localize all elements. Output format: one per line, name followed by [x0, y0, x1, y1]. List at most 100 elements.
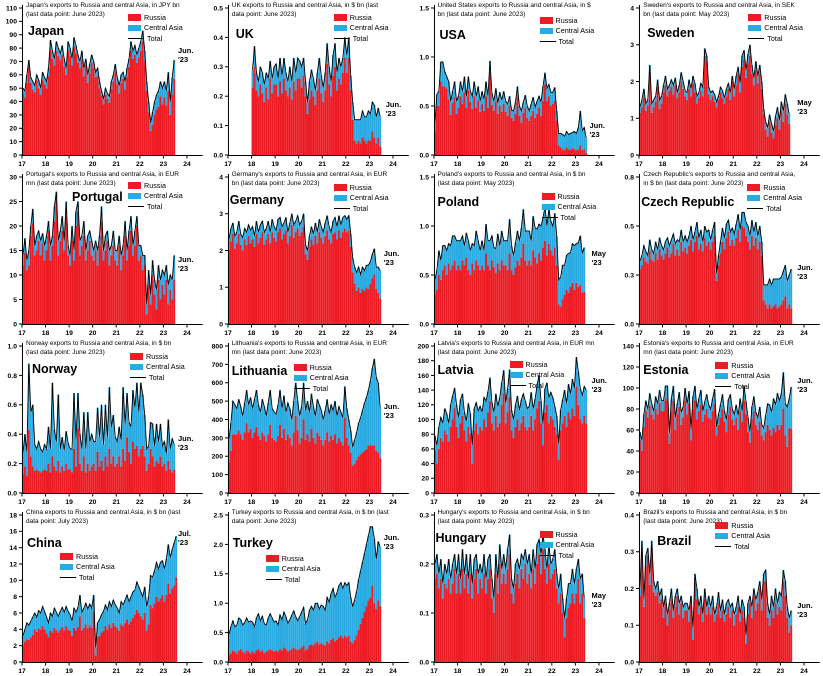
svg-text:24: 24: [183, 161, 191, 168]
svg-text:18: 18: [659, 330, 667, 337]
axes: [636, 343, 821, 497]
svg-text:18: 18: [453, 330, 461, 337]
svg-text:24: 24: [389, 161, 397, 168]
svg-text:21: 21: [524, 499, 532, 506]
svg-text:600: 600: [211, 380, 223, 387]
legend-total-label: Total: [352, 33, 368, 43]
svg-text:200: 200: [417, 343, 429, 350]
svg-text:0.4: 0.4: [625, 512, 635, 519]
total-line: [639, 211, 792, 287]
axes: [224, 5, 409, 159]
svg-text:0: 0: [630, 490, 634, 497]
legend-central-asia: Central Asia: [541, 202, 596, 213]
svg-text:19: 19: [477, 668, 485, 675]
svg-text:23: 23: [160, 330, 168, 337]
tick-labels: 17 18 19 20 21 22 23 24 0.0 0.5 1.0 1.5: [419, 5, 602, 168]
svg-text:19: 19: [65, 161, 73, 168]
russia-swatch: [748, 14, 762, 21]
svg-text:20: 20: [500, 668, 508, 675]
central-asia-swatch: [333, 24, 347, 31]
svg-text:18: 18: [248, 161, 256, 168]
legend: Russia Central Asia Total: [333, 182, 389, 214]
svg-text:21: 21: [730, 668, 738, 675]
central-asia-swatch: [60, 563, 73, 570]
stacked-bars: [21, 30, 176, 156]
russia-swatch: [509, 361, 523, 368]
svg-text:20: 20: [89, 330, 97, 337]
legend-total: Total: [541, 212, 597, 223]
legend: Russia Central Asia Total: [747, 182, 802, 214]
chart-plot: 17 18 19 20 21 22 23 24 0 20 40 60 80 100 120 140 160 180…: [417, 343, 615, 506]
svg-text:1.0: 1.0: [213, 601, 223, 608]
country-label: Estonia: [643, 363, 689, 377]
svg-text:23: 23: [160, 668, 168, 675]
svg-text:22: 22: [136, 499, 144, 506]
chart-title: Norway exports to Russia and central Asi…: [26, 340, 172, 356]
svg-text:40: 40: [627, 448, 635, 455]
svg-text:18: 18: [659, 668, 667, 675]
legend-total-label: Total: [147, 33, 163, 43]
stacked-bars: [227, 358, 381, 493]
total-line-swatch: [747, 207, 764, 209]
russia-swatch: [128, 14, 141, 21]
svg-text:1: 1: [219, 285, 223, 292]
stacked-bars: [639, 372, 793, 493]
chart-title: Germany's exports to Russia and central …: [231, 171, 388, 187]
svg-text:3: 3: [630, 42, 634, 49]
svg-text:180: 180: [417, 358, 429, 365]
legend-russia-label: Russia: [763, 182, 786, 192]
svg-text:20: 20: [295, 668, 303, 675]
legend-central-asia: Central Asia: [130, 362, 185, 373]
russia-swatch: [265, 555, 279, 562]
central-asia-swatch: [265, 565, 279, 572]
legend-central-asia: Central Asia: [128, 23, 183, 34]
svg-text:19: 19: [477, 161, 485, 168]
svg-text:22: 22: [753, 499, 761, 506]
legend-total-label: Total: [149, 372, 165, 382]
tick-labels: 17 18 19 20 21 22 23 24 0 20 40 60 80 100 120 140: [623, 343, 808, 506]
tick-labels: 17 18 19 20 21 22 23 24 0.0 0.2 0.4 0.6 0.8 1.0: [8, 343, 191, 506]
svg-text:17: 17: [224, 668, 232, 675]
chart-plot: 17 18 19 20 21 22 23 24 0.0 0.1 0.2 0.3 0.4: [625, 512, 821, 675]
russia-swatch: [293, 364, 307, 371]
svg-text:22: 22: [753, 330, 761, 337]
svg-text:23: 23: [365, 161, 373, 168]
chart-germany: 17 18 19 20 21 22 23 24 0 1 2 3 4 Germany's exports t…: [206, 169, 412, 338]
stacked-bars: [433, 206, 585, 324]
legend-total: Total: [539, 36, 595, 47]
svg-text:100: 100: [211, 472, 223, 479]
legend-total: Total: [715, 541, 770, 552]
chart-czech-republic: 17 18 19 20 21 22 23 24 0.0 0.3 0.5 0.8 Czech Republ…: [617, 169, 823, 338]
central-asia-swatch: [715, 372, 729, 379]
svg-text:0.0: 0.0: [8, 490, 18, 497]
last-point-annotation: Jun. '23: [178, 46, 194, 64]
svg-text:20: 20: [706, 668, 714, 675]
legend-central-asia-label: Central Asia: [76, 562, 115, 572]
svg-text:18: 18: [453, 161, 461, 168]
svg-text:0.5: 0.5: [419, 272, 429, 279]
legend-russia: Russia: [265, 553, 321, 564]
svg-text:22: 22: [342, 330, 350, 337]
chart-plot: 17 18 19 20 21 22 23 24 0 5 10 15 20 25 30: [9, 174, 203, 337]
axes: [224, 343, 409, 497]
svg-text:24: 24: [183, 330, 191, 337]
svg-text:0.4: 0.4: [213, 35, 223, 42]
legend: Russia Central Asia Total: [128, 12, 183, 44]
svg-text:17: 17: [430, 161, 438, 168]
legend-central-asia: Central Asia: [748, 23, 803, 34]
legend: Russia Central Asia Total: [60, 551, 115, 583]
svg-text:300: 300: [211, 435, 223, 442]
svg-text:60: 60: [9, 72, 17, 79]
legend-russia: Russia: [293, 362, 349, 373]
chart-plot: 17 18 19 20 21 22 23 24 0.0 0.1 0.2 0.3 0.4 0.5: [213, 5, 409, 168]
svg-text:17: 17: [430, 330, 438, 337]
svg-text:19: 19: [271, 161, 279, 168]
svg-text:20: 20: [9, 126, 17, 133]
legend-russia-label: Russia: [76, 551, 98, 561]
russia-swatch: [130, 353, 143, 360]
svg-text:19: 19: [271, 668, 279, 675]
svg-text:19: 19: [271, 499, 279, 506]
total-line-swatch: [509, 384, 526, 386]
